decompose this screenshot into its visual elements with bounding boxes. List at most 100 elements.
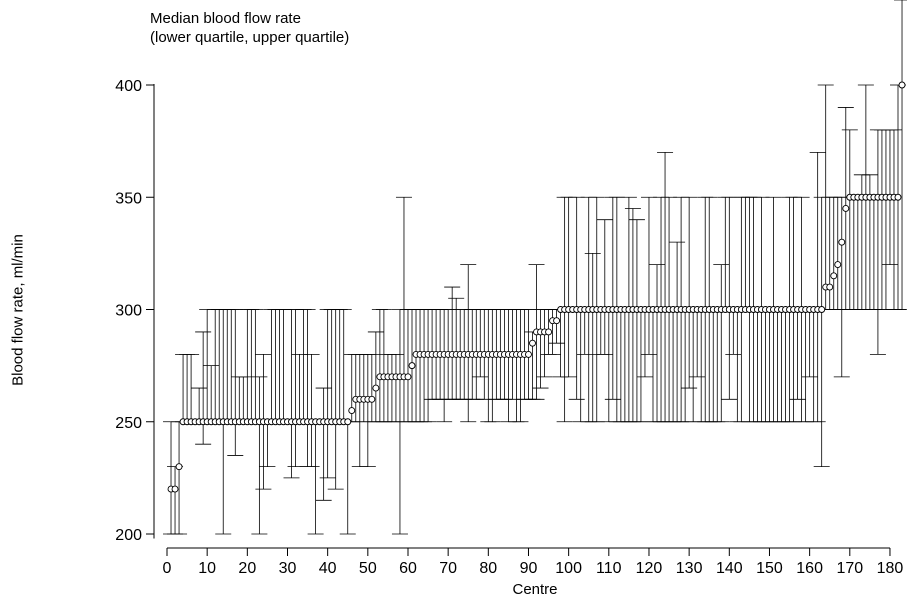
error-bar bbox=[717, 196, 734, 310]
error-bar bbox=[239, 309, 256, 423]
error-bar bbox=[291, 353, 308, 423]
error-bar bbox=[873, 129, 890, 310]
error-bar bbox=[219, 309, 236, 423]
error-bar bbox=[813, 196, 830, 468]
x-tick-label: 40 bbox=[319, 560, 337, 577]
x-tick-label: 30 bbox=[279, 560, 297, 577]
error-bar bbox=[295, 309, 312, 423]
median-point bbox=[404, 373, 412, 381]
error-bar bbox=[729, 309, 746, 423]
error-bar bbox=[235, 376, 252, 423]
median-point bbox=[348, 407, 356, 414]
error-bar bbox=[592, 309, 609, 355]
error-bar bbox=[171, 421, 188, 535]
error-bar bbox=[275, 309, 292, 423]
error-bar bbox=[644, 309, 661, 423]
median-points bbox=[167, 81, 906, 493]
error-bar bbox=[444, 286, 461, 400]
error-bar bbox=[869, 129, 886, 355]
error-bar bbox=[251, 376, 268, 535]
median-point bbox=[372, 384, 380, 392]
error-bar bbox=[303, 353, 320, 468]
median-point bbox=[842, 205, 850, 212]
median-point bbox=[525, 350, 532, 358]
error-bar bbox=[825, 196, 842, 310]
error-bar bbox=[387, 353, 404, 423]
error-bar bbox=[805, 309, 822, 423]
error-bar bbox=[448, 297, 465, 400]
error-bar bbox=[612, 309, 629, 423]
error-bar bbox=[548, 309, 565, 344]
error-bar bbox=[640, 196, 657, 355]
error-bar bbox=[323, 309, 340, 423]
x-tick-label: 80 bbox=[479, 560, 497, 577]
error-bar bbox=[227, 309, 244, 456]
median-point bbox=[826, 283, 834, 291]
x-tick-label: 0 bbox=[163, 560, 172, 577]
error-bar bbox=[331, 309, 348, 423]
chart-title: Median blood flow rate bbox=[150, 10, 301, 27]
error-bar bbox=[789, 309, 806, 400]
x-tick-label: 60 bbox=[399, 560, 417, 577]
y-tick-label: 400 bbox=[115, 78, 142, 95]
error-bar bbox=[484, 309, 501, 423]
error-bar bbox=[299, 309, 316, 468]
x-tick-label: 110 bbox=[596, 560, 622, 577]
error-bar bbox=[287, 309, 304, 468]
error-bar bbox=[705, 309, 722, 423]
error-bar bbox=[769, 309, 786, 423]
error-bar bbox=[885, 129, 902, 310]
x-tick-label: 170 bbox=[836, 560, 863, 577]
error-bar bbox=[604, 196, 621, 400]
error-bar bbox=[725, 309, 742, 355]
median-point bbox=[368, 395, 376, 403]
error-bar bbox=[576, 309, 593, 355]
median-point bbox=[838, 238, 846, 246]
error-bar bbox=[195, 331, 212, 445]
error-bar bbox=[259, 421, 276, 468]
error-bar bbox=[191, 387, 208, 423]
x-tick-label: 120 bbox=[636, 560, 663, 577]
error-bar bbox=[877, 129, 894, 310]
error-bar bbox=[669, 241, 686, 423]
error-bar bbox=[203, 365, 220, 423]
x-tick-label: 90 bbox=[520, 560, 538, 577]
median-point bbox=[898, 81, 906, 89]
error-bar bbox=[709, 309, 726, 423]
median-point bbox=[545, 328, 553, 336]
error-bar bbox=[649, 264, 666, 423]
x-tick-label: 150 bbox=[756, 560, 783, 577]
y-tick-label: 250 bbox=[115, 415, 142, 432]
error-bar bbox=[636, 309, 653, 378]
error-bar bbox=[383, 353, 400, 423]
error-bar bbox=[865, 196, 882, 310]
median-point bbox=[834, 261, 842, 269]
error-bar bbox=[596, 219, 613, 355]
error-bar bbox=[243, 309, 260, 423]
error-bar bbox=[584, 252, 601, 423]
error-bar bbox=[624, 208, 641, 423]
error-bar bbox=[512, 309, 529, 423]
error-bar bbox=[761, 309, 778, 423]
error-bar bbox=[693, 309, 710, 423]
error-bar bbox=[665, 309, 682, 423]
y-tick-label: 200 bbox=[115, 527, 142, 544]
error-bar bbox=[223, 309, 240, 423]
error-bar bbox=[849, 196, 866, 310]
error-bar bbox=[821, 196, 838, 310]
error-bar bbox=[163, 421, 180, 535]
error-bar bbox=[500, 309, 517, 423]
error-bar bbox=[681, 196, 698, 389]
x-tick-label: 130 bbox=[676, 560, 703, 577]
error-bar bbox=[175, 353, 192, 423]
x-tick-label: 100 bbox=[555, 560, 582, 577]
median-point bbox=[818, 306, 826, 313]
median-point bbox=[171, 485, 179, 493]
error-bar bbox=[560, 196, 577, 378]
y-tick-label: 300 bbox=[115, 303, 142, 320]
error-bar bbox=[616, 309, 633, 423]
error-bar bbox=[167, 466, 184, 535]
error-bar bbox=[685, 309, 702, 423]
error-bar bbox=[757, 309, 774, 423]
